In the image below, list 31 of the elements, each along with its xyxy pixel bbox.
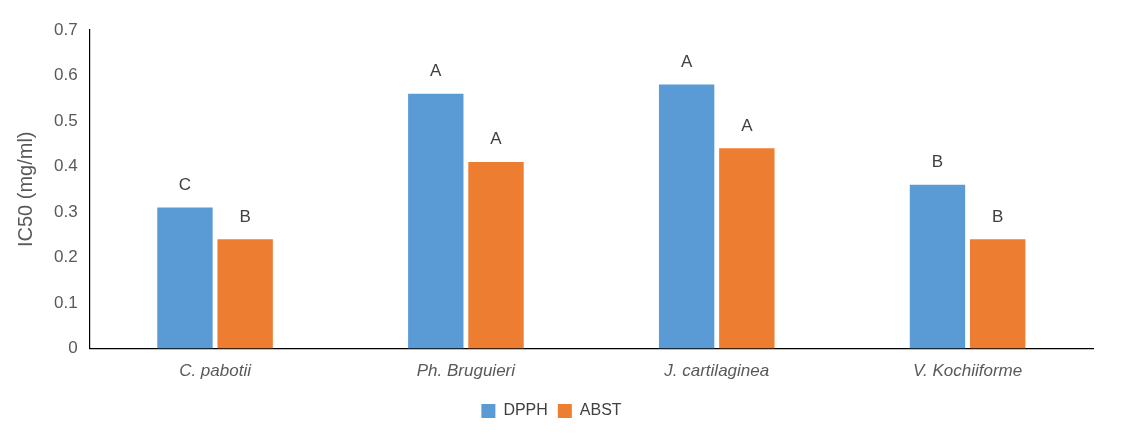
data-label: A [430, 60, 443, 80]
y-tick-label: 0.4 [53, 156, 78, 176]
data-label: B [931, 151, 944, 171]
y-tick-label: 0.6 [53, 65, 78, 85]
x-tick-label: J. cartilaginea [663, 360, 770, 380]
bar [217, 239, 273, 349]
data-label: A [490, 129, 503, 149]
bar [658, 84, 715, 349]
bar [408, 93, 464, 349]
data-label: B [992, 206, 1004, 226]
y-tick-label: 0.1 [53, 292, 78, 312]
y-axis-title: IC50 (mg/ml) [13, 131, 36, 248]
y-tick-label: 0.2 [53, 247, 78, 267]
y-tick-label: 0 [68, 338, 78, 358]
x-tick-label: C. pabotii [179, 360, 253, 380]
data-label: C [178, 174, 192, 194]
legend-label: ABST [579, 401, 622, 419]
x-tick-label: Ph. Bruguieri [416, 360, 517, 380]
bar [909, 184, 966, 349]
legend-label: DPPH [503, 401, 548, 419]
data-label: B [239, 206, 251, 226]
y-tick-label: 0.3 [53, 201, 78, 221]
y-tick-label: 0.5 [53, 110, 78, 130]
bar [157, 207, 213, 349]
bar [969, 239, 1026, 349]
bar [468, 161, 524, 349]
x-tick-label: V. Kochiiforme [912, 360, 1023, 380]
y-tick-label: 0.7 [53, 19, 78, 39]
data-label: A [741, 115, 754, 135]
bar [719, 148, 775, 349]
data-label: A [680, 51, 693, 71]
